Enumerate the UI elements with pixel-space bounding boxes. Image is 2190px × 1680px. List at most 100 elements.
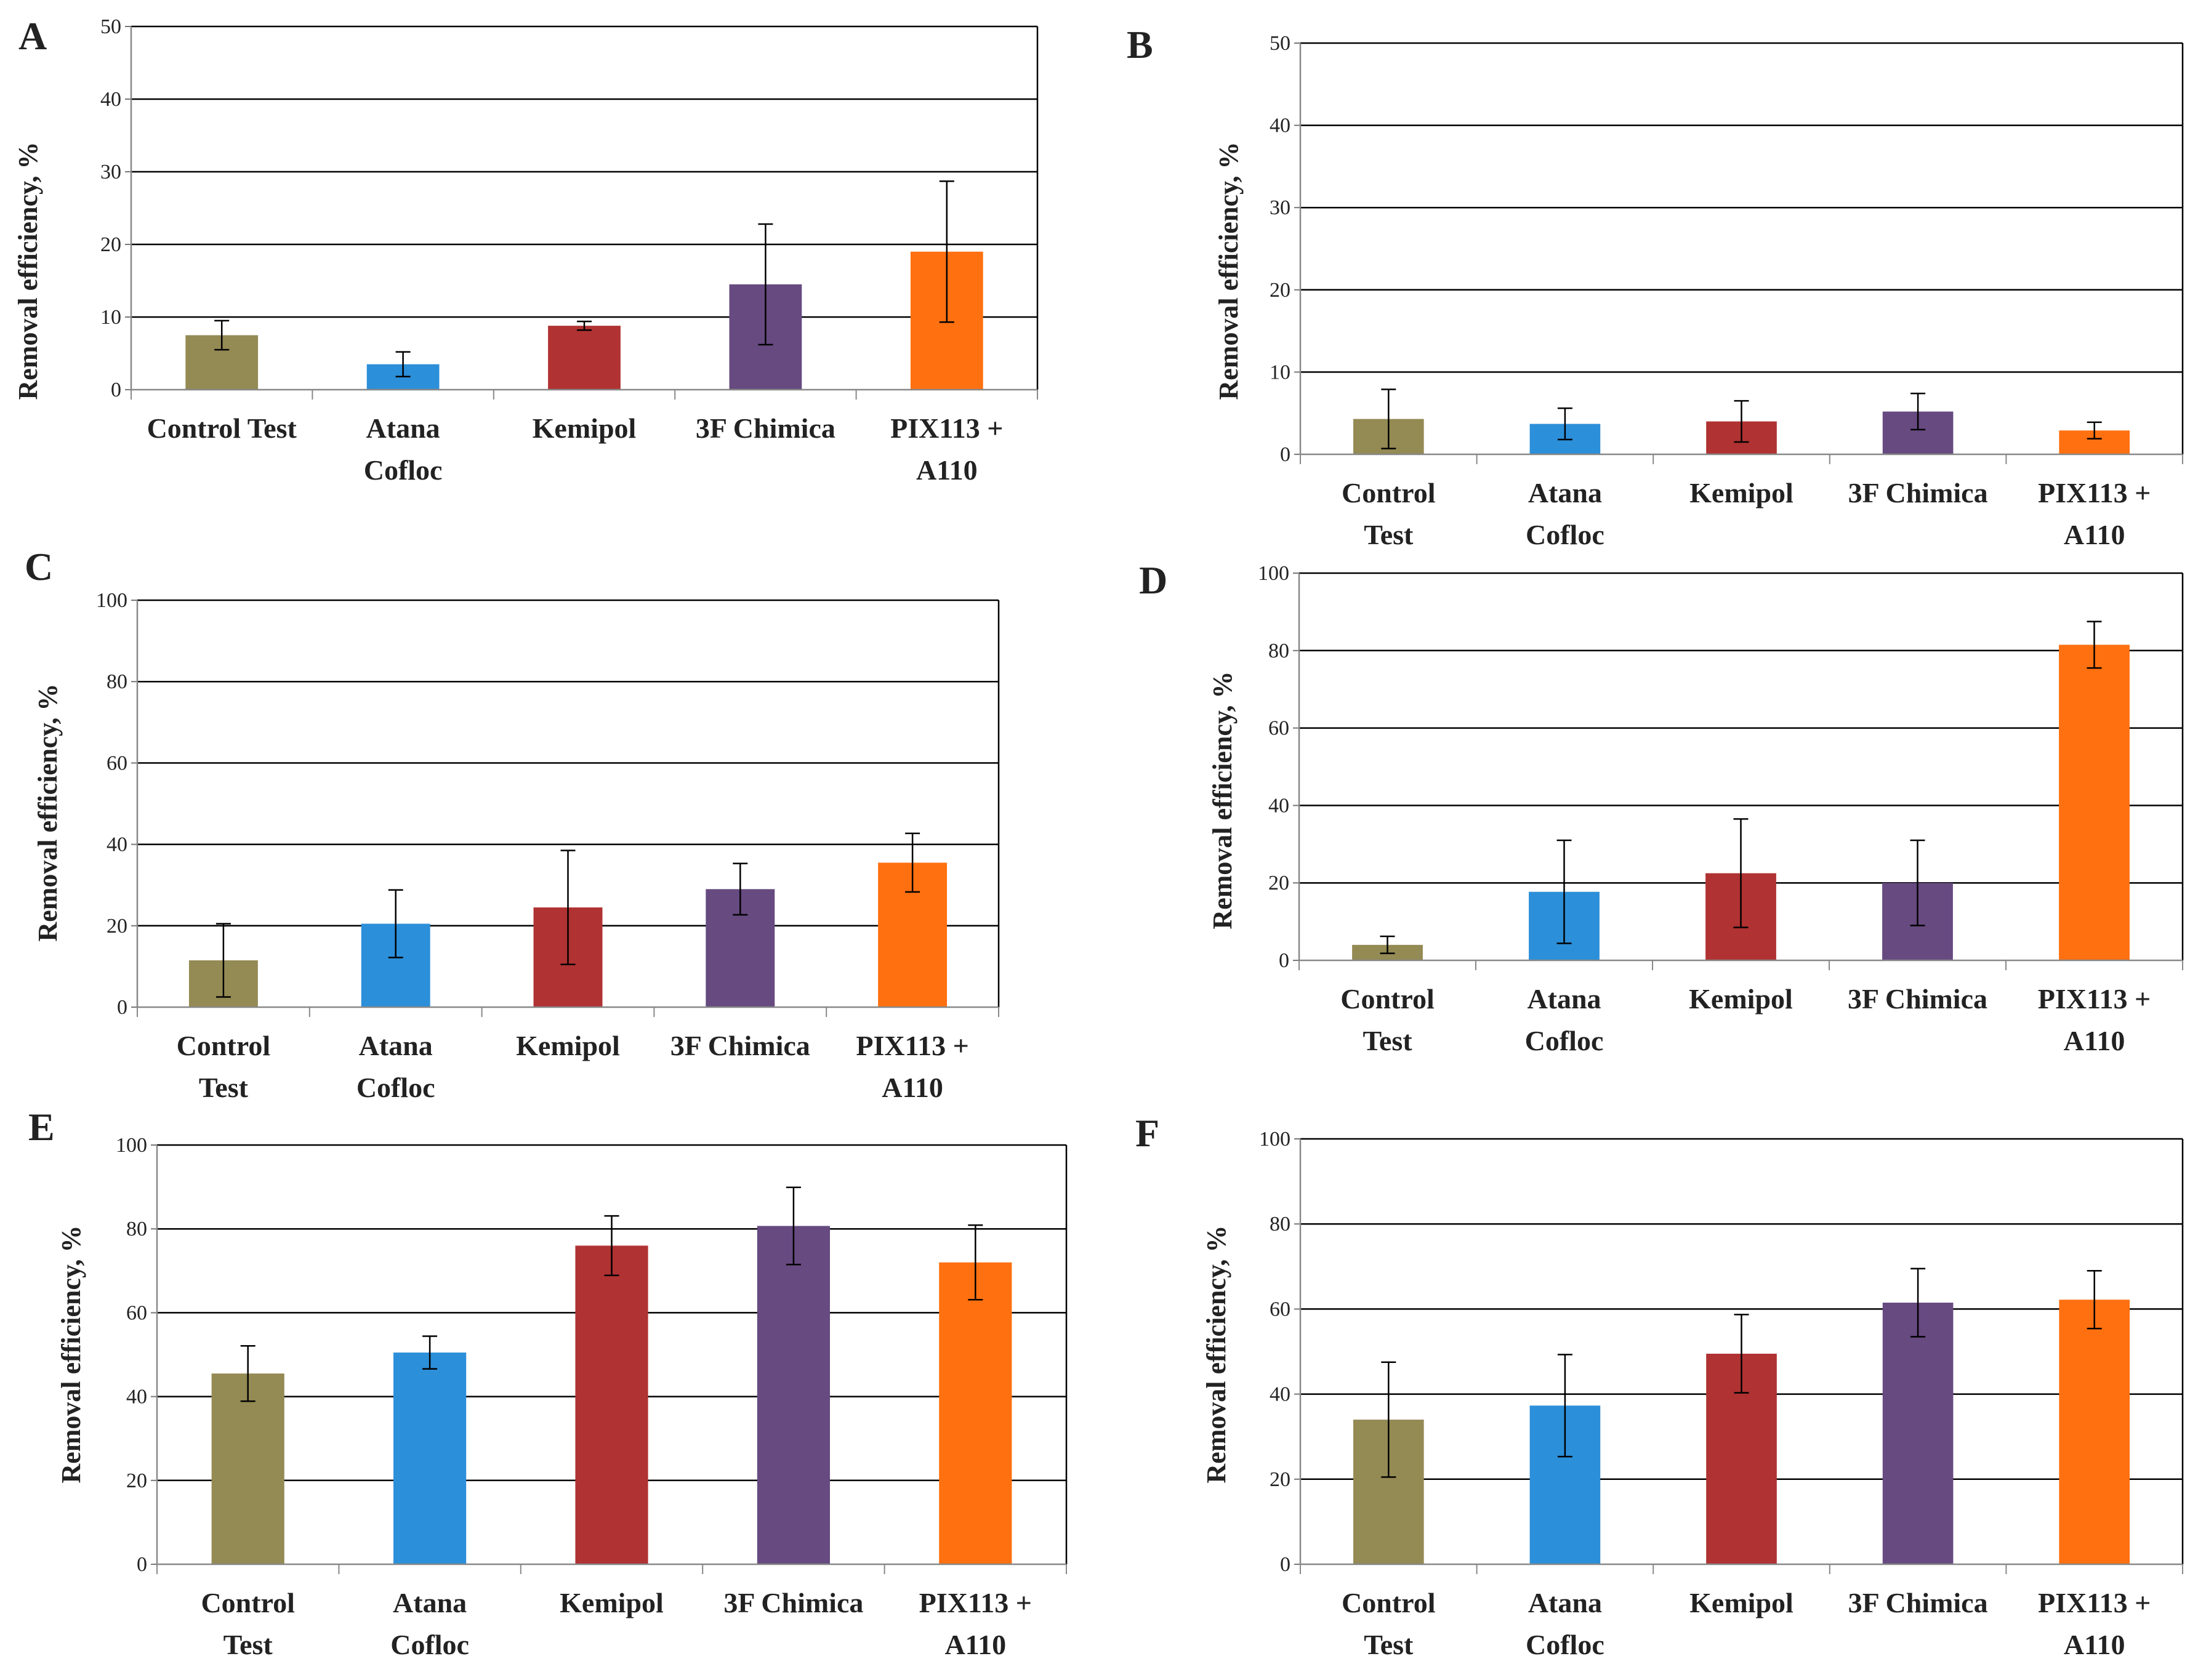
- chart-panel-e: E 0 20 40 60 80 100 Removal efficiency, % Contro…: [28, 1105, 1068, 1660]
- category-label: Control: [1342, 1587, 1436, 1618]
- category-label: PIX113 +: [2038, 983, 2151, 1015]
- y-tick-label: 0: [1280, 443, 1290, 466]
- category-label: A110: [944, 1629, 1006, 1660]
- category-label: A110: [2064, 519, 2125, 550]
- category-label: Kemipol: [1689, 477, 1793, 508]
- y-tick-label: 40: [1268, 794, 1289, 817]
- category-label: Atana: [1528, 1587, 1602, 1618]
- y-tick-label: 80: [126, 1218, 147, 1240]
- category-label: PIX113 +: [890, 412, 1003, 444]
- panel-letter: E: [28, 1105, 55, 1149]
- y-tick-label: 60: [126, 1301, 147, 1324]
- y-axis-title: Removal efficiency, %: [1214, 142, 1244, 400]
- y-tick-label: 20: [126, 1469, 147, 1492]
- category-label: Control: [1340, 983, 1435, 1015]
- category-label: Atana: [366, 412, 440, 444]
- bar: [548, 326, 621, 390]
- y-tick-label: 0: [117, 996, 127, 1019]
- category-label: Control Test: [147, 412, 297, 444]
- category-label: Cofloc: [1526, 519, 1604, 550]
- category-label: Kemipol: [1689, 983, 1793, 1015]
- category-label: 3F Chimica: [723, 1587, 863, 1618]
- y-axis-title: Removal efficiency, %: [13, 142, 43, 400]
- y-tick-label: 60: [107, 752, 127, 774]
- y-tick-label: 80: [1268, 640, 1289, 662]
- bar: [393, 1352, 467, 1564]
- y-axis-title: Removal efficiency, %: [1201, 1225, 1231, 1483]
- category-label: A110: [882, 1072, 943, 1103]
- category-label: A110: [916, 454, 978, 486]
- y-tick-label: 30: [100, 161, 121, 183]
- y-tick-label: 20: [100, 233, 121, 256]
- y-tick-label: 20: [1270, 1468, 1290, 1491]
- y-tick-label: 40: [100, 88, 121, 111]
- y-tick-label: 40: [1270, 1383, 1290, 1406]
- category-label: PIX113 +: [2038, 477, 2151, 508]
- panel-letter: F: [1135, 1111, 1159, 1155]
- y-tick-label: 100: [1258, 562, 1289, 585]
- y-tick-label: 10: [1270, 361, 1290, 384]
- panel-letter: D: [1139, 558, 1167, 602]
- y-tick-label: 20: [1270, 279, 1290, 302]
- category-label: A110: [2064, 1629, 2125, 1660]
- panel-letter: B: [1127, 23, 1153, 66]
- category-label: Atana: [1528, 477, 1602, 508]
- category-label: PIX113 +: [2038, 1587, 2151, 1618]
- category-label: Test: [1364, 519, 1414, 550]
- bar: [2059, 645, 2130, 960]
- chart-panel-d: D 0 20 40 60 80 100 Removal efficiency, % Contro…: [1139, 558, 2184, 1056]
- category-label: 3F Chimica: [1848, 983, 1987, 1015]
- y-tick-label: 20: [1268, 872, 1289, 894]
- category-label: 3F Chimica: [696, 412, 835, 444]
- chart-panel-a: A 0 10 20 30 40 50 Removal efficiency, % Control…: [13, 14, 1039, 486]
- category-label: Cofloc: [356, 1072, 435, 1103]
- chart-panel-c: C 0 20 40 60 80 100 Removal efficiency, % Contro…: [25, 545, 1000, 1103]
- y-tick-label: 20: [107, 915, 127, 938]
- category-label: Test: [223, 1629, 273, 1660]
- category-label: Test: [199, 1072, 249, 1103]
- category-label: Kemipol: [560, 1587, 664, 1618]
- category-label: Control: [177, 1030, 271, 1061]
- category-label: Test: [1364, 1629, 1414, 1660]
- y-tick-label: 0: [137, 1553, 147, 1576]
- category-label: A110: [2064, 1025, 2125, 1056]
- y-tick-label: 80: [107, 670, 127, 693]
- y-tick-label: 40: [1270, 115, 1290, 137]
- y-axis-title: Removal efficiency, %: [33, 683, 63, 941]
- category-label: 3F Chimica: [670, 1030, 810, 1061]
- category-label: Kemipol: [533, 412, 637, 444]
- y-tick-label: 100: [1259, 1128, 1290, 1151]
- category-label: 3F Chimica: [1848, 1587, 1988, 1618]
- category-label: Cofloc: [364, 454, 443, 486]
- y-tick-label: 60: [1268, 717, 1289, 740]
- category-label: Kemipol: [1689, 1587, 1793, 1618]
- chart-panel-b: B 0 10 20 30 40 50 Removal efficiency, % Control…: [1127, 23, 2184, 550]
- panel-letter: C: [25, 545, 53, 589]
- category-label: Atana: [393, 1587, 467, 1618]
- category-label: Kemipol: [516, 1030, 620, 1061]
- y-tick-label: 0: [1279, 949, 1289, 972]
- category-label: Atana: [1527, 983, 1601, 1015]
- y-tick-label: 0: [111, 379, 121, 401]
- y-tick-label: 50: [1270, 32, 1290, 55]
- category-label: 3F Chimica: [1848, 477, 1988, 508]
- category-label: Cofloc: [1526, 1629, 1604, 1660]
- bar: [211, 1373, 284, 1564]
- panel-letter: A: [18, 14, 47, 58]
- y-tick-label: 60: [1270, 1298, 1290, 1320]
- bar: [2059, 1300, 2130, 1564]
- category-label: Control: [201, 1587, 295, 1618]
- y-axis-title: Removal efficiency, %: [56, 1225, 86, 1483]
- y-tick-label: 40: [107, 834, 127, 856]
- y-tick-label: 30: [1270, 196, 1290, 219]
- bar: [575, 1245, 648, 1564]
- y-tick-label: 10: [100, 306, 121, 329]
- category-label: Control: [1342, 477, 1436, 508]
- category-label: Cofloc: [1525, 1025, 1604, 1056]
- category-label: Test: [1363, 1025, 1412, 1056]
- bar: [1882, 1303, 1954, 1564]
- y-tick-label: 100: [96, 589, 127, 612]
- category-label: PIX113 +: [919, 1587, 1032, 1618]
- category-label: Cofloc: [390, 1629, 469, 1660]
